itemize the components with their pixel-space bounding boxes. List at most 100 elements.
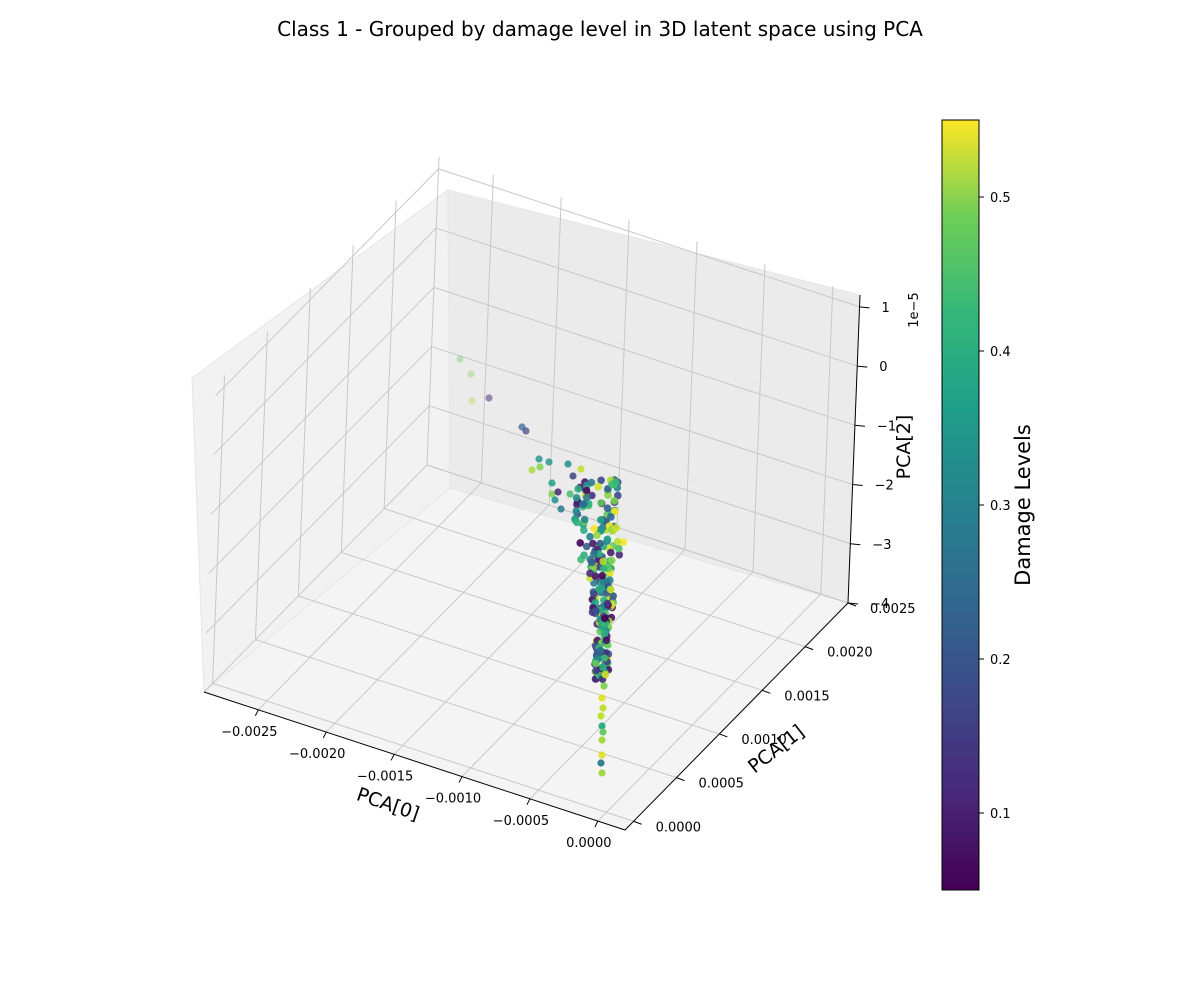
data-point	[548, 479, 556, 487]
colorbar-tick-label: 0.4	[990, 345, 1011, 360]
data-point	[522, 427, 530, 435]
data-point	[600, 654, 609, 662]
data-point	[596, 516, 605, 524]
data-point	[592, 666, 600, 675]
data-point	[592, 659, 600, 668]
y-tick-mark	[633, 820, 642, 825]
data-point	[580, 526, 588, 534]
data-point	[576, 539, 584, 547]
z-grid-line	[215, 168, 860, 397]
data-point	[612, 524, 621, 532]
x-tick-label: 0.0000	[566, 836, 612, 851]
data-point	[554, 488, 562, 496]
x-tick-label: −0.0020	[289, 747, 345, 762]
data-point	[597, 476, 605, 485]
data-point	[602, 636, 611, 645]
z-grid-line	[210, 286, 856, 515]
axes: −0.0025 −0.0020 −0.0015 −0.0010 −0.0005 0.000…	[203, 294, 916, 851]
data-point	[485, 394, 493, 402]
data-point	[609, 592, 617, 600]
y-tick-label: 0.0000	[656, 820, 702, 835]
data-point	[611, 507, 619, 516]
x-tick-mark	[526, 798, 531, 806]
chart-title: Class 1 - Grouped by damage level in 3D …	[277, 17, 923, 41]
data-point	[598, 751, 606, 759]
data-point	[586, 532, 594, 541]
data-point	[574, 485, 582, 493]
data-point	[608, 556, 616, 565]
data-point	[598, 571, 606, 580]
colorbar-gradient	[941, 119, 980, 891]
data-point	[598, 722, 606, 730]
data-point	[612, 478, 620, 487]
y-tick-label: 0.0025	[870, 602, 916, 617]
colorbar-tick-label: 0.3	[990, 499, 1011, 514]
grid-lines	[203, 156, 860, 822]
data-point	[564, 460, 572, 468]
y-tick-label: 0.0005	[698, 777, 744, 792]
data-point	[569, 472, 577, 480]
data-point	[573, 500, 581, 509]
x-tick-label: −0.0025	[221, 725, 277, 740]
data-point	[545, 458, 553, 466]
data-point	[572, 507, 581, 515]
data-point	[600, 682, 608, 690]
x-tick-mark	[322, 731, 327, 739]
data-point	[603, 504, 612, 512]
data-point	[582, 493, 591, 502]
data-point	[610, 497, 619, 505]
data-point	[597, 712, 605, 720]
z-tick-label: −4	[870, 597, 889, 612]
data-point	[582, 486, 591, 495]
scatter-points	[456, 355, 628, 777]
z-axis-label: PCA[2]	[893, 415, 915, 480]
x-tick-label: −0.0015	[357, 769, 413, 784]
x-axis-line	[203, 691, 626, 831]
y-tick-mark	[804, 646, 814, 651]
data-point	[593, 531, 601, 540]
colorbar-label: Damage Levels	[1011, 424, 1035, 586]
colorbar-tick-label: 0.1	[990, 807, 1011, 822]
data-point	[590, 524, 598, 533]
z-offset-label: 1e−5	[907, 292, 922, 327]
y-tick-label: 0.0020	[827, 646, 873, 661]
x-tick-label: −0.0005	[493, 814, 549, 829]
z-tick-label: −1	[877, 419, 896, 434]
z-tick-label: −2	[875, 479, 894, 494]
colorbar-ticks: 0.1 0.2 0.3 0.4 0.5	[979, 191, 1011, 822]
data-point	[598, 694, 606, 702]
x-tick-mark	[458, 776, 463, 783]
data-point	[607, 513, 615, 521]
data-point	[586, 569, 594, 577]
z-tick-label: 0	[879, 360, 887, 375]
y-tick-label: 0.0015	[784, 689, 830, 704]
data-point	[536, 463, 544, 471]
data-point	[592, 607, 600, 615]
data-point	[587, 478, 596, 487]
data-point	[599, 728, 607, 736]
x-tick-mark	[594, 820, 599, 828]
z-tick-mark	[850, 543, 861, 546]
data-point	[603, 599, 612, 608]
data-point	[599, 663, 607, 672]
y-tick-label: 0.0010	[741, 733, 787, 748]
colorbar: 0.1 0.2 0.3 0.4 0.5 Damage Levels	[941, 119, 1035, 891]
y-axis-label: PCA[1]	[744, 721, 808, 778]
z-tick-mark	[852, 484, 863, 487]
y-axis-line	[624, 602, 849, 831]
data-point	[599, 557, 607, 566]
data-point	[596, 539, 604, 548]
data-point	[573, 518, 581, 527]
colorbar-tick-label: 0.5	[990, 191, 1011, 206]
data-point	[528, 466, 536, 474]
z-tick-mark	[859, 306, 870, 309]
data-point	[613, 537, 622, 546]
data-point	[601, 670, 610, 679]
data-point	[456, 355, 464, 363]
z-tick-label: 1	[882, 301, 890, 316]
z-tick-mark	[857, 365, 868, 368]
z-grid-line	[212, 227, 858, 456]
data-point	[596, 646, 605, 655]
